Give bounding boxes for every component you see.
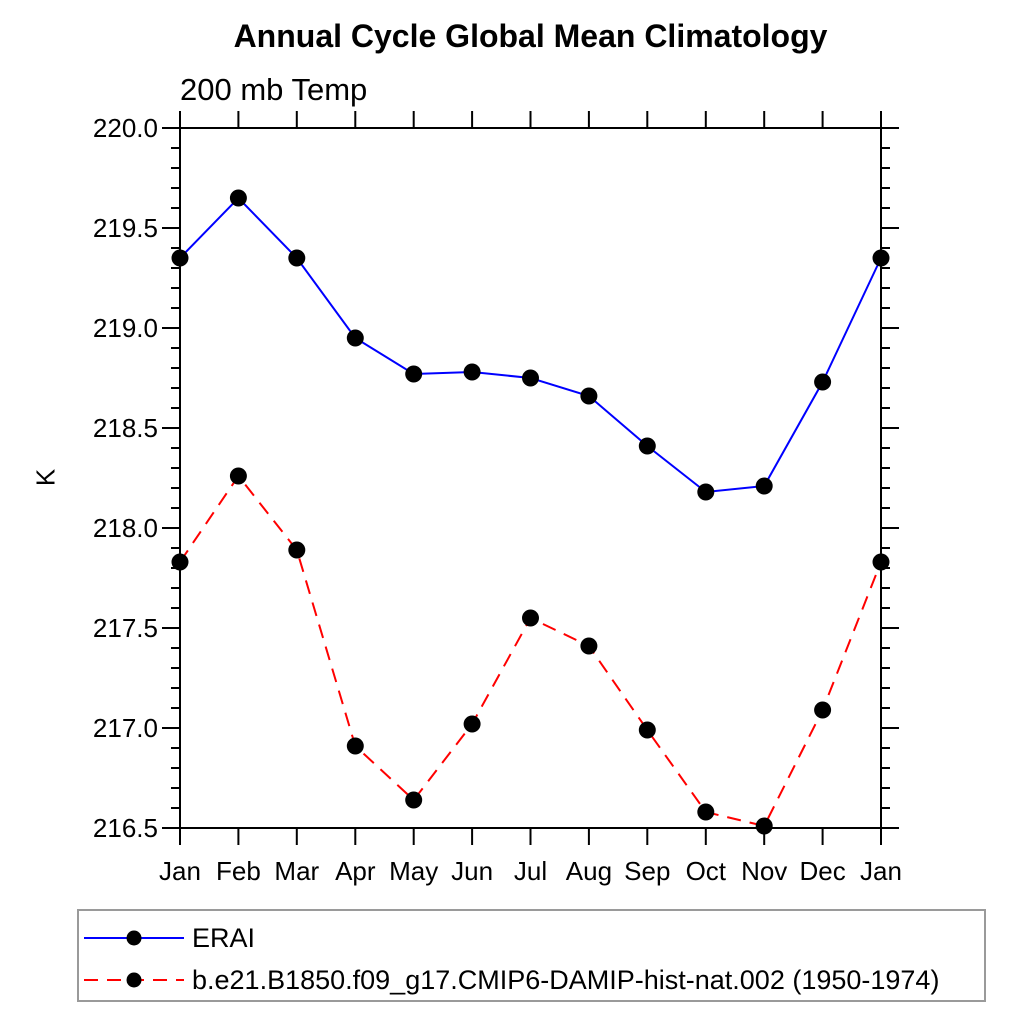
x-tick-label: Oct xyxy=(686,856,727,886)
x-tick-label: Jul xyxy=(514,856,547,886)
x-tick-label: Feb xyxy=(216,856,261,886)
data-point-series-1 xyxy=(171,553,189,571)
x-tick-label: May xyxy=(389,856,438,886)
y-tick-label: 217.5 xyxy=(93,613,158,643)
data-point-series-1 xyxy=(463,715,481,733)
data-point-series-0 xyxy=(463,363,481,381)
series-line-1 xyxy=(179,474,882,828)
series-line-0 xyxy=(179,196,882,494)
data-point-series-0 xyxy=(346,329,364,347)
data-point-series-0 xyxy=(638,437,656,455)
y-tick-label: 216.5 xyxy=(93,813,158,843)
x-tick-label: Jan xyxy=(860,856,902,886)
data-point-series-1 xyxy=(638,721,656,739)
data-point-series-0 xyxy=(171,249,189,267)
x-tick-label: Aug xyxy=(566,856,612,886)
x-tick-label: Nov xyxy=(741,856,787,886)
data-point-series-1 xyxy=(405,791,423,809)
chart-subtitle: 200 mb Temp xyxy=(180,72,368,107)
data-point-series-0 xyxy=(697,483,715,501)
legend-item-model: b.e21.B1850.f09_g17.CMIP6-DAMIP-hist-nat… xyxy=(81,963,939,997)
data-point-series-1 xyxy=(872,553,890,571)
chart-title: Annual Cycle Global Mean Climatology xyxy=(233,18,828,54)
x-tick-label: Jun xyxy=(451,856,493,886)
data-point-series-1 xyxy=(522,609,539,627)
legend: ERAI b.e21.B1850.f09_g17.CMIP6-DAMIP-his… xyxy=(77,909,986,1002)
data-point-series-1 xyxy=(755,817,773,835)
y-tick-label: 217.0 xyxy=(93,713,158,743)
data-point-series-0 xyxy=(405,365,423,383)
data-point-series-0 xyxy=(872,249,890,267)
data-point-series-0 xyxy=(229,189,247,207)
legend-label-erai: ERAI xyxy=(192,922,256,953)
data-point-series-0 xyxy=(580,387,598,405)
legend-label-model: b.e21.B1850.f09_g17.CMIP6-DAMIP-hist-nat… xyxy=(192,964,940,995)
x-tick-label: Mar xyxy=(274,856,319,886)
y-tick-label: 218.0 xyxy=(93,513,158,543)
legend-item-erai: ERAI xyxy=(81,921,255,955)
data-point-series-1 xyxy=(697,803,715,821)
data-point-series-0 xyxy=(814,373,832,391)
data-point-series-1 xyxy=(288,541,306,559)
y-tick-label: 219.0 xyxy=(93,313,158,343)
data-point-series-0 xyxy=(755,477,773,495)
legend-line-sample-dashed xyxy=(84,972,184,988)
plot-frame xyxy=(179,127,882,829)
data-point-series-1 xyxy=(229,467,247,485)
data-point-series-1 xyxy=(580,637,598,655)
x-tick-label: Apr xyxy=(335,856,376,886)
x-tick-label: Dec xyxy=(799,856,845,886)
data-point-series-1 xyxy=(814,701,832,719)
y-tick-label: 219.5 xyxy=(93,213,158,243)
data-point-series-0 xyxy=(522,369,539,387)
data-point-series-1 xyxy=(346,737,364,755)
data-point-series-0 xyxy=(288,249,306,267)
legend-line-sample-solid xyxy=(84,930,184,946)
x-tick-label: Sep xyxy=(624,856,670,886)
y-tick-label: 218.5 xyxy=(93,413,158,443)
x-tick-label: Jan xyxy=(159,856,201,886)
y-tick-label: 220.0 xyxy=(93,113,158,143)
